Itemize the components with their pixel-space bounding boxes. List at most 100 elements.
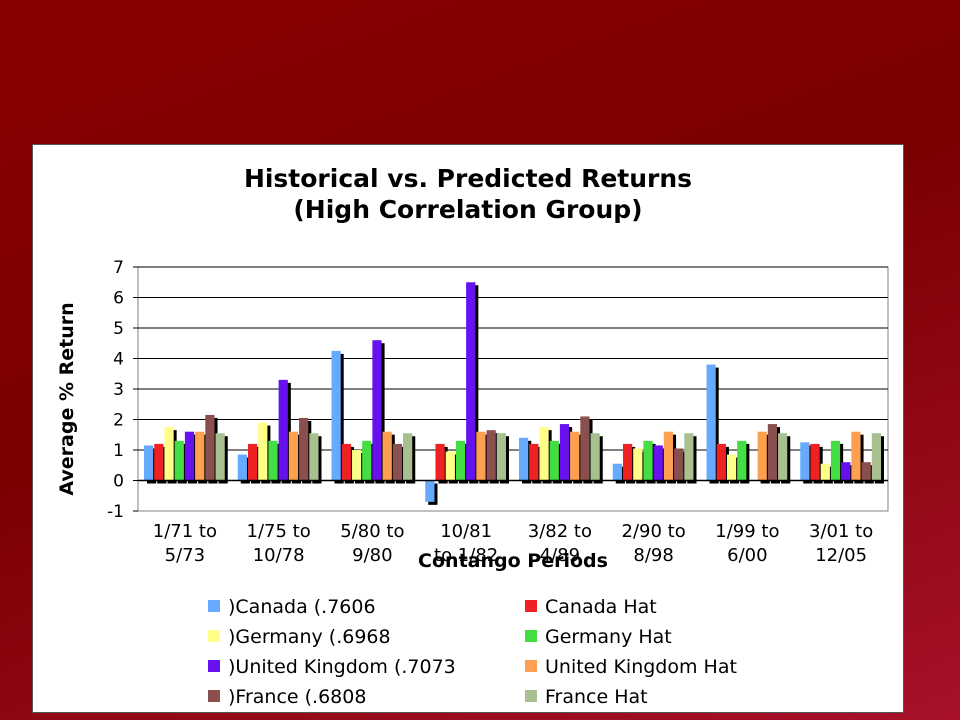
bar bbox=[164, 427, 174, 481]
bar bbox=[633, 448, 643, 481]
bar bbox=[278, 379, 288, 481]
bar bbox=[716, 443, 726, 481]
x-category-label: 1/99 to bbox=[715, 521, 779, 542]
legend-swatch bbox=[525, 630, 537, 642]
bar bbox=[726, 454, 737, 481]
y-tick-label: 2 bbox=[113, 411, 124, 431]
bars bbox=[138, 282, 888, 505]
bar bbox=[706, 364, 716, 481]
legend-swatch bbox=[525, 600, 537, 612]
bar bbox=[425, 480, 435, 502]
chart-panel: Historical vs. Predicted Returns (High C… bbox=[32, 144, 904, 713]
x-category-label: to 1/82 bbox=[434, 545, 498, 566]
bar bbox=[622, 443, 633, 481]
chart-title-line-1: Historical vs. Predicted Returns bbox=[244, 164, 692, 193]
bar bbox=[476, 431, 486, 481]
bar bbox=[674, 448, 684, 481]
bar bbox=[174, 440, 184, 481]
bar bbox=[362, 440, 372, 481]
bar bbox=[580, 416, 590, 481]
legend-label: )United Kingdom (.7073 bbox=[228, 656, 456, 678]
legend-swatch bbox=[208, 660, 220, 672]
bar bbox=[570, 431, 580, 481]
bar bbox=[455, 440, 466, 481]
legend-label: Canada Hat bbox=[545, 596, 657, 618]
y-tick-label: 3 bbox=[113, 380, 124, 400]
legend: )Canada (.7606 Canada Hat)Germany (.6968 G… bbox=[208, 596, 737, 708]
bar bbox=[529, 443, 539, 481]
bar bbox=[288, 431, 299, 481]
bar bbox=[205, 414, 215, 481]
bar bbox=[861, 462, 871, 481]
x-category-label: 12/05 bbox=[815, 545, 867, 566]
y-tick-label: 5 bbox=[113, 319, 124, 339]
bar bbox=[767, 424, 778, 481]
x-category-label: 8/98 bbox=[633, 545, 673, 566]
bar bbox=[757, 431, 767, 481]
x-category-label: 3/01 to bbox=[809, 521, 873, 542]
legend-swatch bbox=[208, 690, 220, 702]
bar bbox=[851, 431, 861, 481]
chart: Historical vs. Predicted Returns (High C… bbox=[33, 145, 903, 712]
y-tick-label: -1 bbox=[107, 502, 124, 522]
bar bbox=[247, 443, 258, 481]
x-category-label: 9/80 bbox=[352, 545, 392, 566]
legend-swatch bbox=[208, 600, 220, 612]
y-tick-label: 0 bbox=[113, 472, 124, 492]
x-category-label: 3/82 to bbox=[528, 521, 592, 542]
legend-label: )France (.6808 bbox=[228, 686, 366, 708]
y-axis-label: Average % Return bbox=[56, 302, 78, 495]
bar bbox=[810, 443, 820, 481]
bar bbox=[403, 433, 413, 481]
legend-swatch bbox=[525, 660, 537, 672]
bar bbox=[559, 424, 570, 481]
bar bbox=[299, 417, 309, 481]
y-tick-label: 6 bbox=[113, 289, 124, 309]
bar bbox=[496, 433, 506, 481]
bar bbox=[519, 437, 529, 481]
y-axis-ticks: -1 0 1 2 3 4 5 6 7 bbox=[107, 258, 138, 522]
x-category-label: 10/78 bbox=[253, 545, 305, 566]
bar bbox=[195, 431, 205, 481]
bar bbox=[341, 443, 351, 481]
bar bbox=[830, 440, 841, 481]
chart-title-line-2: (High Correlation Group) bbox=[293, 195, 642, 224]
bar bbox=[466, 282, 476, 481]
bar bbox=[382, 431, 392, 481]
x-category-label: 5/73 bbox=[165, 545, 205, 566]
bar bbox=[871, 433, 881, 481]
bar bbox=[737, 440, 747, 481]
bar bbox=[392, 443, 403, 481]
bar bbox=[486, 430, 496, 481]
x-category-label: 1/75 to bbox=[247, 521, 311, 542]
bar bbox=[351, 450, 362, 481]
bar bbox=[144, 445, 154, 481]
y-tick-label: 7 bbox=[113, 258, 124, 278]
bar bbox=[258, 422, 268, 481]
bar bbox=[684, 433, 694, 481]
bar bbox=[643, 440, 653, 481]
legend-label: Germany Hat bbox=[545, 626, 672, 648]
bar bbox=[800, 442, 810, 481]
x-axis-label: Contango Periods bbox=[418, 550, 608, 572]
bar bbox=[841, 462, 851, 481]
bar bbox=[331, 350, 341, 481]
bar bbox=[268, 440, 278, 481]
x-category-label: 2/90 to bbox=[622, 521, 686, 542]
bar bbox=[590, 433, 600, 481]
bar bbox=[372, 340, 382, 481]
bar bbox=[309, 433, 319, 481]
legend-label: United Kingdom Hat bbox=[545, 656, 737, 678]
bar bbox=[549, 440, 559, 481]
bar bbox=[215, 433, 225, 481]
x-category-label: 10/81 bbox=[440, 521, 492, 542]
x-axis-categories: 1/71 to 5/73 1/75 to 10/78 5/80 to 9/80 10/81 t… bbox=[153, 521, 873, 566]
bar bbox=[435, 443, 445, 481]
y-tick-label: 4 bbox=[113, 350, 124, 370]
legend-label: )Germany (.6968 bbox=[228, 626, 391, 648]
bar bbox=[820, 463, 830, 481]
x-category-label: 4/89 bbox=[540, 545, 580, 566]
bar bbox=[653, 445, 663, 481]
x-category-label: 6/00 bbox=[727, 545, 767, 566]
legend-swatch bbox=[208, 630, 220, 642]
